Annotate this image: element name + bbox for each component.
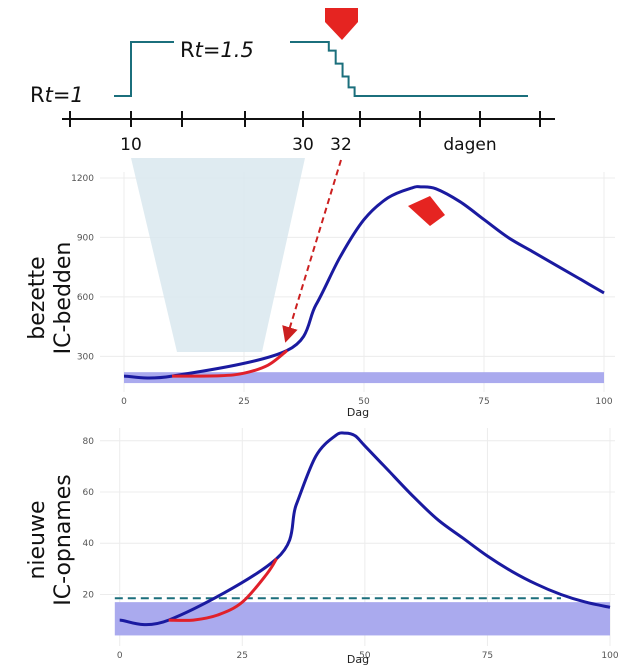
chart1-y-label-line2: IC-bedden <box>51 242 76 355</box>
chart2-series-red <box>168 557 278 622</box>
timeline-unit-label: dagen <box>443 135 496 155</box>
c2-y-tick-60: 60 <box>83 488 95 498</box>
c1-x-tick-75: 75 <box>478 397 489 407</box>
chart1-x-label: Dag <box>347 406 369 419</box>
chart1-series-red <box>171 349 289 378</box>
chart1-y-label-line1: bezette <box>25 256 50 339</box>
chart2-y-label-line1: nieuwe <box>25 500 50 579</box>
chart2-baseline-band <box>114 602 611 636</box>
c1-y-tick-1200: 1200 <box>71 174 94 184</box>
measure-arrow-icon <box>325 8 358 40</box>
chart-ic-beds: 300 600 900 1200 0 25 50 75 100 Dag bezette IC-… <box>25 158 615 419</box>
c2-y-tick-20: 20 <box>83 590 95 600</box>
chart2-series-blue <box>119 431 611 627</box>
c1-y-tick-900: 900 <box>77 233 94 243</box>
rt-timeline: Rt=1 Rt=1.5 10 30 32 dagen <box>30 8 555 155</box>
peak-arrow-icon <box>408 196 445 226</box>
chart2-y-label-line2: IC-opnames <box>51 474 76 605</box>
tick-label-10: 10 <box>120 135 142 155</box>
tick-label-30: 30 <box>292 135 314 155</box>
chart1-x-ticks: 0 25 50 75 100 <box>121 397 613 407</box>
c2-x-tick-0: 0 <box>117 651 123 661</box>
c1-x-tick-0: 0 <box>121 397 127 407</box>
c1-x-tick-50: 50 <box>358 397 370 407</box>
rt-low-label: Rt=1 <box>30 83 84 107</box>
rt-label-gap <box>174 30 290 64</box>
c2-y-tick-40: 40 <box>83 539 95 549</box>
c2-x-tick-75: 75 <box>482 651 493 661</box>
chart1-series-blue <box>123 185 605 380</box>
timeline-ticks <box>69 111 541 127</box>
tick-label-32: 32 <box>330 135 352 155</box>
chart2-x-label: Dag <box>347 653 369 666</box>
c1-y-tick-600: 600 <box>77 293 94 303</box>
c2-y-tick-80: 80 <box>83 437 95 447</box>
chart2-y-ticks: 20 40 60 80 <box>83 437 95 601</box>
c1-y-tick-300: 300 <box>77 352 94 362</box>
c2-x-tick-25: 25 <box>237 651 248 661</box>
c1-x-tick-25: 25 <box>238 397 249 407</box>
c2-x-tick-50: 50 <box>359 651 371 661</box>
chart1-y-ticks: 300 600 900 1200 <box>71 174 94 362</box>
rt-high-label: Rt=1.5 <box>180 38 254 62</box>
delay-dashed-arrow <box>282 159 342 343</box>
delay-shading <box>131 158 305 352</box>
chart1-baseline-band <box>124 372 604 384</box>
chart2-x-ticks: 0 25 50 75 100 <box>117 651 619 661</box>
chart-ic-admissions: 20 40 60 80 0 25 50 75 100 Dag nieuwe IC-opname… <box>25 428 619 666</box>
c1-x-tick-100: 100 <box>595 397 612 407</box>
c2-x-tick-100: 100 <box>601 651 618 661</box>
